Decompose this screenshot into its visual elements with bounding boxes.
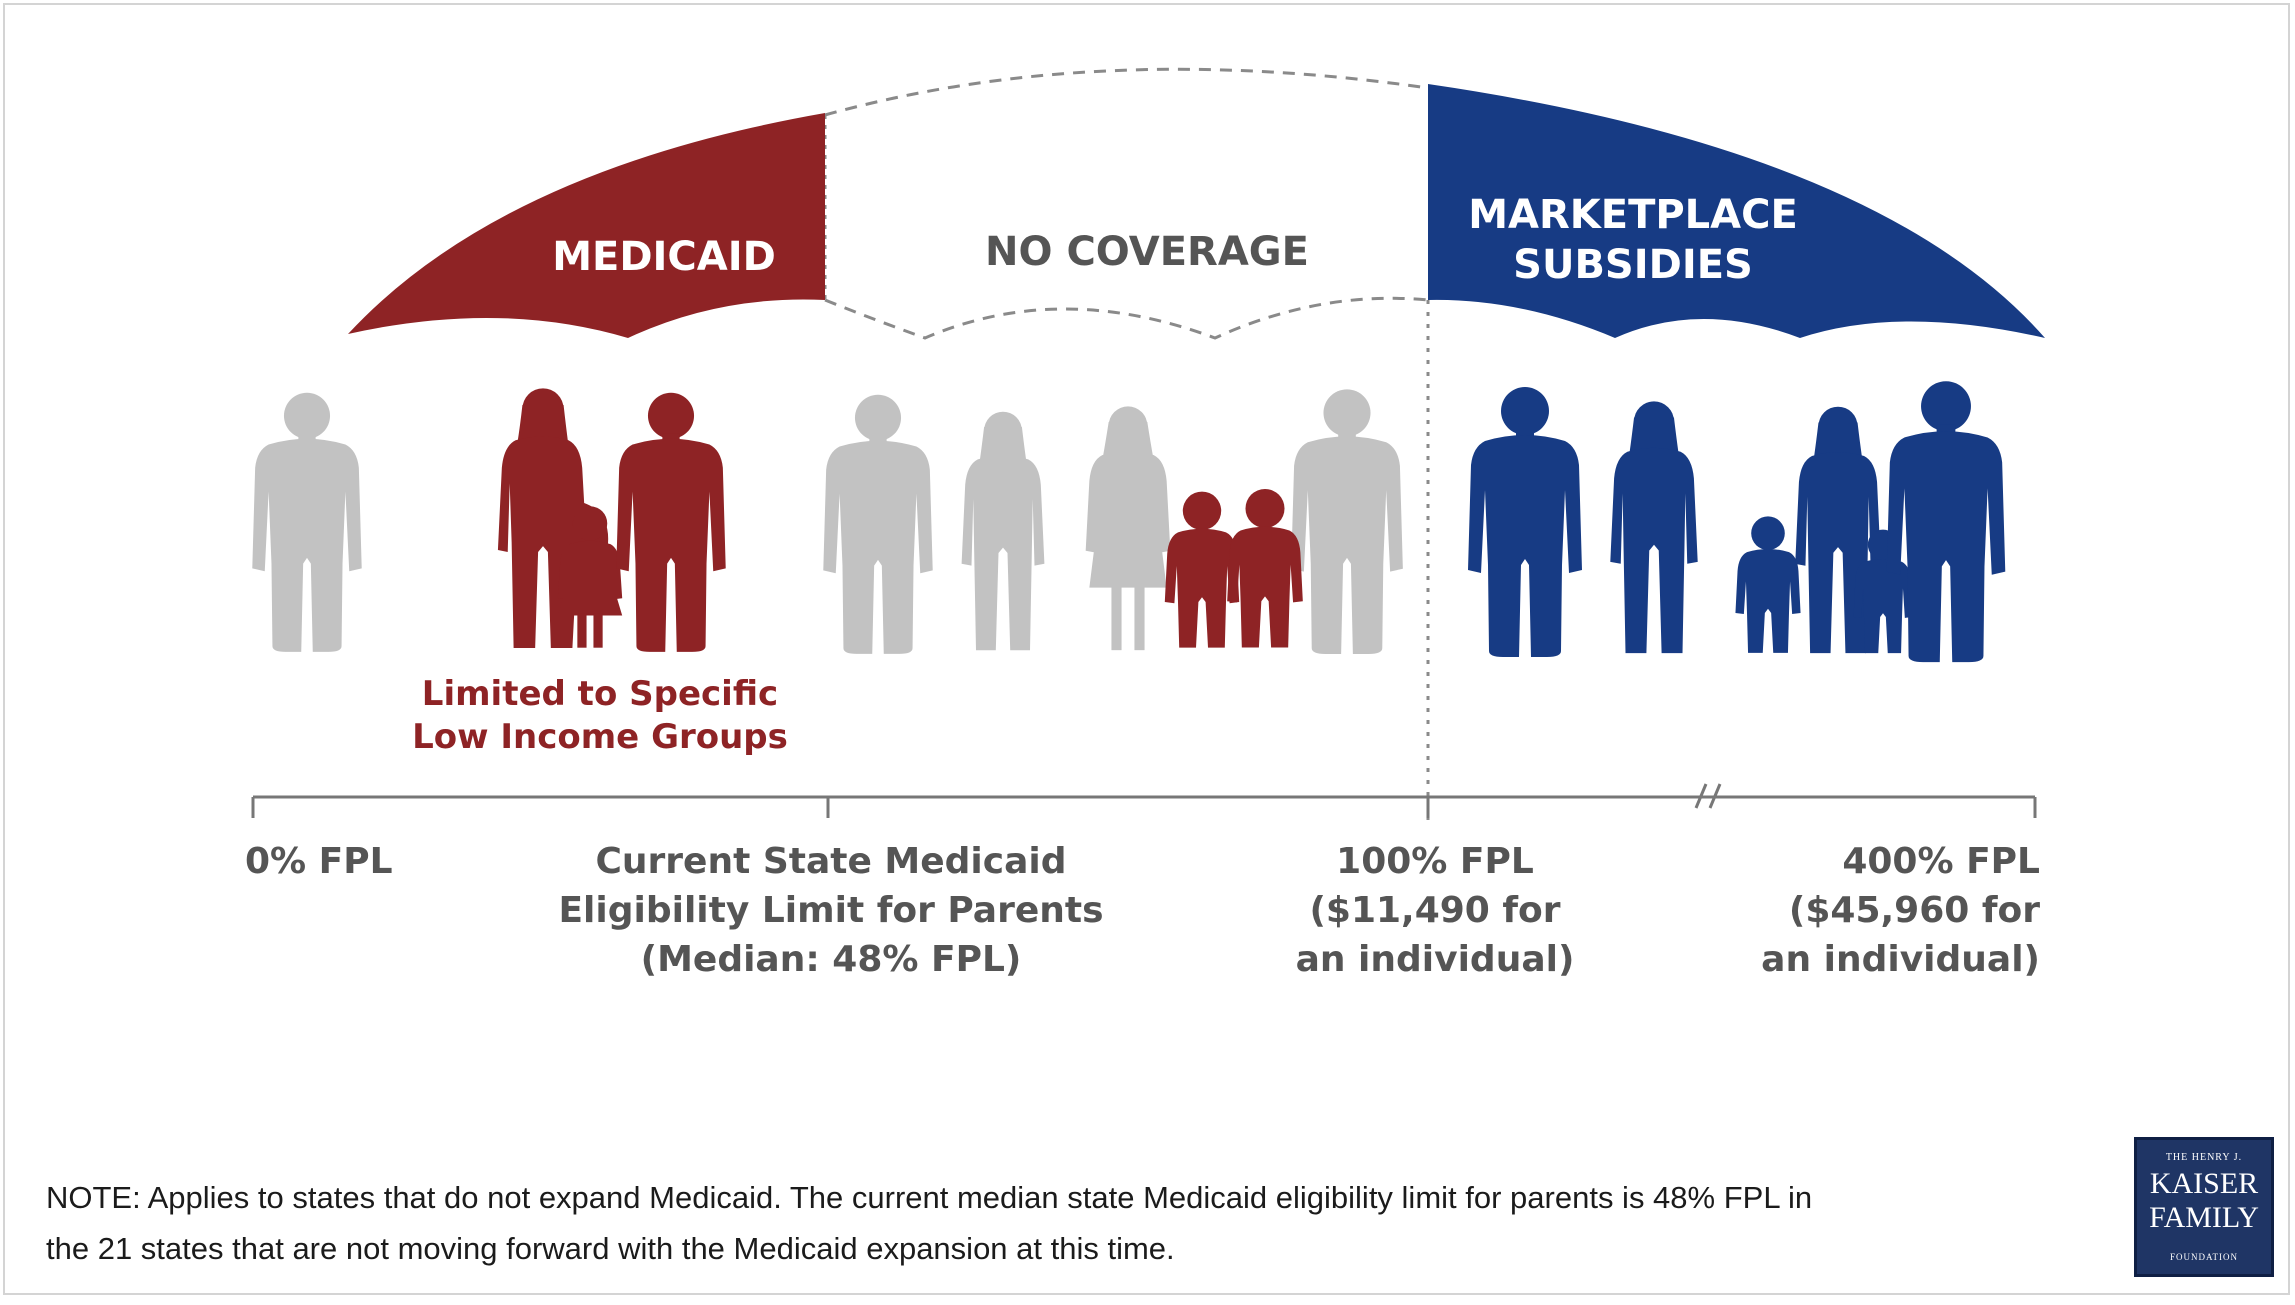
person-icon bbox=[1085, 406, 1171, 651]
footnote-line1: NOTE: Applies to states that do not expa… bbox=[46, 1180, 1813, 1215]
tick-label-100-1: 100% FPL bbox=[1336, 841, 1534, 882]
person-icon bbox=[1610, 401, 1698, 654]
marketplace-label: MARKETPLACE bbox=[1468, 192, 1798, 238]
people-gray-left bbox=[252, 392, 362, 652]
person-icon bbox=[823, 394, 933, 654]
marketplace-umbrella bbox=[1428, 84, 2045, 338]
tick-label-current-2: Eligibility Limit for Parents bbox=[558, 890, 1103, 931]
outer-arch-dashed bbox=[824, 67, 1429, 117]
person-icon bbox=[1291, 389, 1403, 654]
people-no-coverage bbox=[823, 389, 1403, 654]
child-icon bbox=[1735, 516, 1801, 653]
tick-label-current-1: Current State Medicaid bbox=[595, 841, 1066, 882]
limited-groups-line2: Low Income Groups bbox=[412, 717, 788, 757]
tick-label-current-3: (Median: 48% FPL) bbox=[641, 939, 1022, 980]
tick-label-100-3: an individual) bbox=[1296, 939, 1575, 980]
person-icon bbox=[1468, 387, 1582, 657]
no-coverage-label: NO COVERAGE bbox=[985, 229, 1309, 275]
logo-kaiser-text: KAISER bbox=[2149, 1167, 2259, 1200]
subsidies-label: SUBSIDIES bbox=[1513, 242, 1753, 288]
medicaid-umbrella bbox=[348, 113, 825, 338]
medicaid-label: MEDICAID bbox=[552, 234, 776, 280]
tick-label-400-1: 400% FPL bbox=[1842, 841, 2040, 882]
axis-labels: 0% FPL Current State Medicaid Eligibilit… bbox=[245, 841, 2040, 980]
tick-label-100-2: ($11,490 for bbox=[1309, 890, 1560, 931]
people-marketplace bbox=[1468, 381, 2006, 663]
person-icon bbox=[1886, 381, 2006, 663]
child-icon bbox=[1227, 488, 1303, 648]
logo-family-text: FAMILY bbox=[2149, 1201, 2259, 1234]
person-icon bbox=[961, 411, 1045, 651]
tick-label-400-3: an individual) bbox=[1761, 939, 2040, 980]
tick-label-400-2: ($45,960 for bbox=[1789, 890, 2040, 931]
kaiser-family-foundation-logo: THE HENRY J. KAISER FAMILY FOUNDATION bbox=[2134, 1137, 2274, 1277]
logo-top-text: THE HENRY J. bbox=[2165, 1152, 2243, 1163]
children-medicaid bbox=[1164, 488, 1303, 648]
axis-break-mark bbox=[1708, 783, 1722, 809]
logo-bottom-text: FOUNDATION bbox=[2170, 1252, 2238, 1262]
tick-label-0: 0% FPL bbox=[245, 841, 393, 882]
person-icon bbox=[252, 392, 362, 652]
child-icon bbox=[1164, 491, 1240, 648]
no-coverage-umbrella bbox=[824, 296, 1429, 340]
footnote: NOTE: Applies to states that do not expa… bbox=[46, 1172, 2086, 1274]
limited-groups-line1: Limited to Specific bbox=[422, 674, 778, 714]
axis-break-mark bbox=[1694, 783, 1708, 809]
footnote-line2: the 21 states that are not moving forwar… bbox=[46, 1231, 1175, 1266]
people-medicaid bbox=[497, 388, 726, 652]
fpl-axis bbox=[251, 783, 2037, 818]
person-icon bbox=[616, 392, 726, 652]
